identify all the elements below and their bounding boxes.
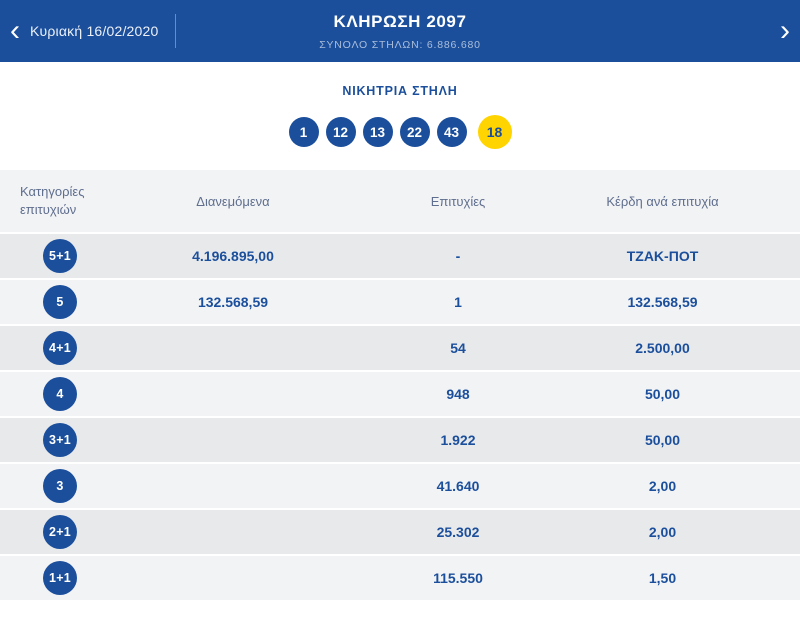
category-badge: 4 (43, 377, 77, 411)
winners-cell: 948 (446, 386, 470, 402)
distributed-cell: 132.568,59 (197, 294, 269, 310)
draw-title: ΚΛΗΡΩΣΗ 2097 (333, 12, 467, 31)
prize-cell: 2.500,00 (635, 340, 690, 356)
table-row: 5+1 4.196.895,00 - ΤΖΑΚ-ΠΟΤ (0, 234, 800, 280)
category-badge: 4+1 (43, 331, 77, 365)
table-row: 4 948 50,00 (0, 372, 800, 418)
winning-number-ball: 1 (288, 117, 319, 147)
winners-cell: - (455, 248, 461, 264)
table-header-row: Κατηγορίες επιτυχιών Διανεμόμενα Επιτυχί… (0, 170, 800, 234)
category-cell: 1+1 (0, 561, 120, 595)
winners-cell: 41.640 (436, 478, 480, 494)
winning-number-ball: 22 (399, 117, 430, 147)
category-cell: 4 (0, 377, 120, 411)
category-badge: 5+1 (43, 239, 77, 273)
category-badge: 3 (43, 469, 77, 503)
table-row: 2+1 25.302 2,00 (0, 510, 800, 556)
category-badge: 5 (43, 285, 77, 319)
winners-cell: 1.922 (440, 432, 476, 448)
table-row: 3+1 1.922 50,00 (0, 418, 800, 464)
winners-cell: 115.550 (433, 570, 483, 586)
prize-cell: 50,00 (644, 432, 681, 448)
category-badge: 2+1 (43, 515, 77, 549)
joker-number-ball: 18 (477, 115, 512, 149)
column-header-distributed: Διανεμόμενα (196, 193, 270, 209)
draw-date-block: Κυριακή 16/02/2020 (30, 0, 176, 62)
winning-number-ball: 12 (325, 117, 356, 147)
header-divider (174, 14, 176, 48)
winners-cell: 1 (454, 294, 462, 310)
category-badge: 3+1 (43, 423, 77, 457)
winning-numbers: 1 12 13 22 43 18 (0, 115, 800, 149)
draw-header: ‹ Κυριακή 16/02/2020 ΚΛΗΡΩΣΗ 2097 ΣΥΝΟΛΟ… (0, 0, 800, 62)
category-cell: 4+1 (0, 331, 120, 365)
winning-number-ball: 13 (362, 117, 393, 147)
draw-date: Κυριακή 16/02/2020 (30, 23, 159, 39)
table-row: 5 132.568,59 1 132.568,59 (0, 280, 800, 326)
winning-number-ball: 43 (436, 117, 467, 147)
draw-title-block: ΚΛΗΡΩΣΗ 2097 ΣΥΝΟΛΟ ΣΤΗΛΩΝ: 6.886.680 (0, 12, 800, 51)
table-row: 1+1 115.550 1,50 (0, 556, 800, 602)
prize-cell: 1,50 (648, 570, 677, 586)
results-table: Κατηγορίες επιτυχιών Διανεμόμενα Επιτυχί… (0, 170, 800, 602)
column-header-categories: Κατηγορίες επιτυχιών (20, 184, 85, 217)
category-cell: 3 (0, 469, 120, 503)
winning-column-section: ΝΙΚΗΤΡΙΑ ΣΤΗΛΗ 1 12 13 22 43 18 (0, 62, 800, 170)
prize-cell: 2,00 (648, 478, 677, 494)
prize-cell: ΤΖΑΚ-ΠΟΤ (626, 248, 699, 264)
results-rows: 5+1 4.196.895,00 - ΤΖΑΚ-ΠΟΤ 5 132.568,59 1 132.… (0, 234, 800, 602)
winners-cell: 54 (450, 340, 466, 356)
category-cell: 2+1 (0, 515, 120, 549)
winning-column-label: ΝΙΚΗΤΡΙΑ ΣΤΗΛΗ (342, 84, 458, 98)
winners-cell: 25.302 (436, 524, 480, 540)
distributed-cell: 4.196.895,00 (192, 248, 274, 264)
column-header-prize: Κέρδη ανά επιτυχία (606, 193, 719, 209)
table-row: 4+1 54 2.500,00 (0, 326, 800, 372)
prize-cell: 50,00 (644, 386, 681, 402)
category-cell: 5 (0, 285, 120, 319)
category-cell: 5+1 (0, 239, 120, 273)
column-header-winners: Επιτυχίες (430, 193, 486, 209)
prize-cell: 132.568,59 (627, 294, 698, 310)
table-row: 3 41.640 2,00 (0, 464, 800, 510)
category-badge: 1+1 (43, 561, 77, 595)
next-draw-arrow-icon[interactable]: › (780, 14, 790, 47)
category-cell: 3+1 (0, 423, 120, 457)
total-columns-label: ΣΥΝΟΛΟ ΣΤΗΛΩΝ: 6.886.680 (319, 39, 481, 51)
prize-cell: 2,00 (648, 524, 677, 540)
previous-draw-arrow-icon[interactable]: ‹ (10, 14, 20, 47)
